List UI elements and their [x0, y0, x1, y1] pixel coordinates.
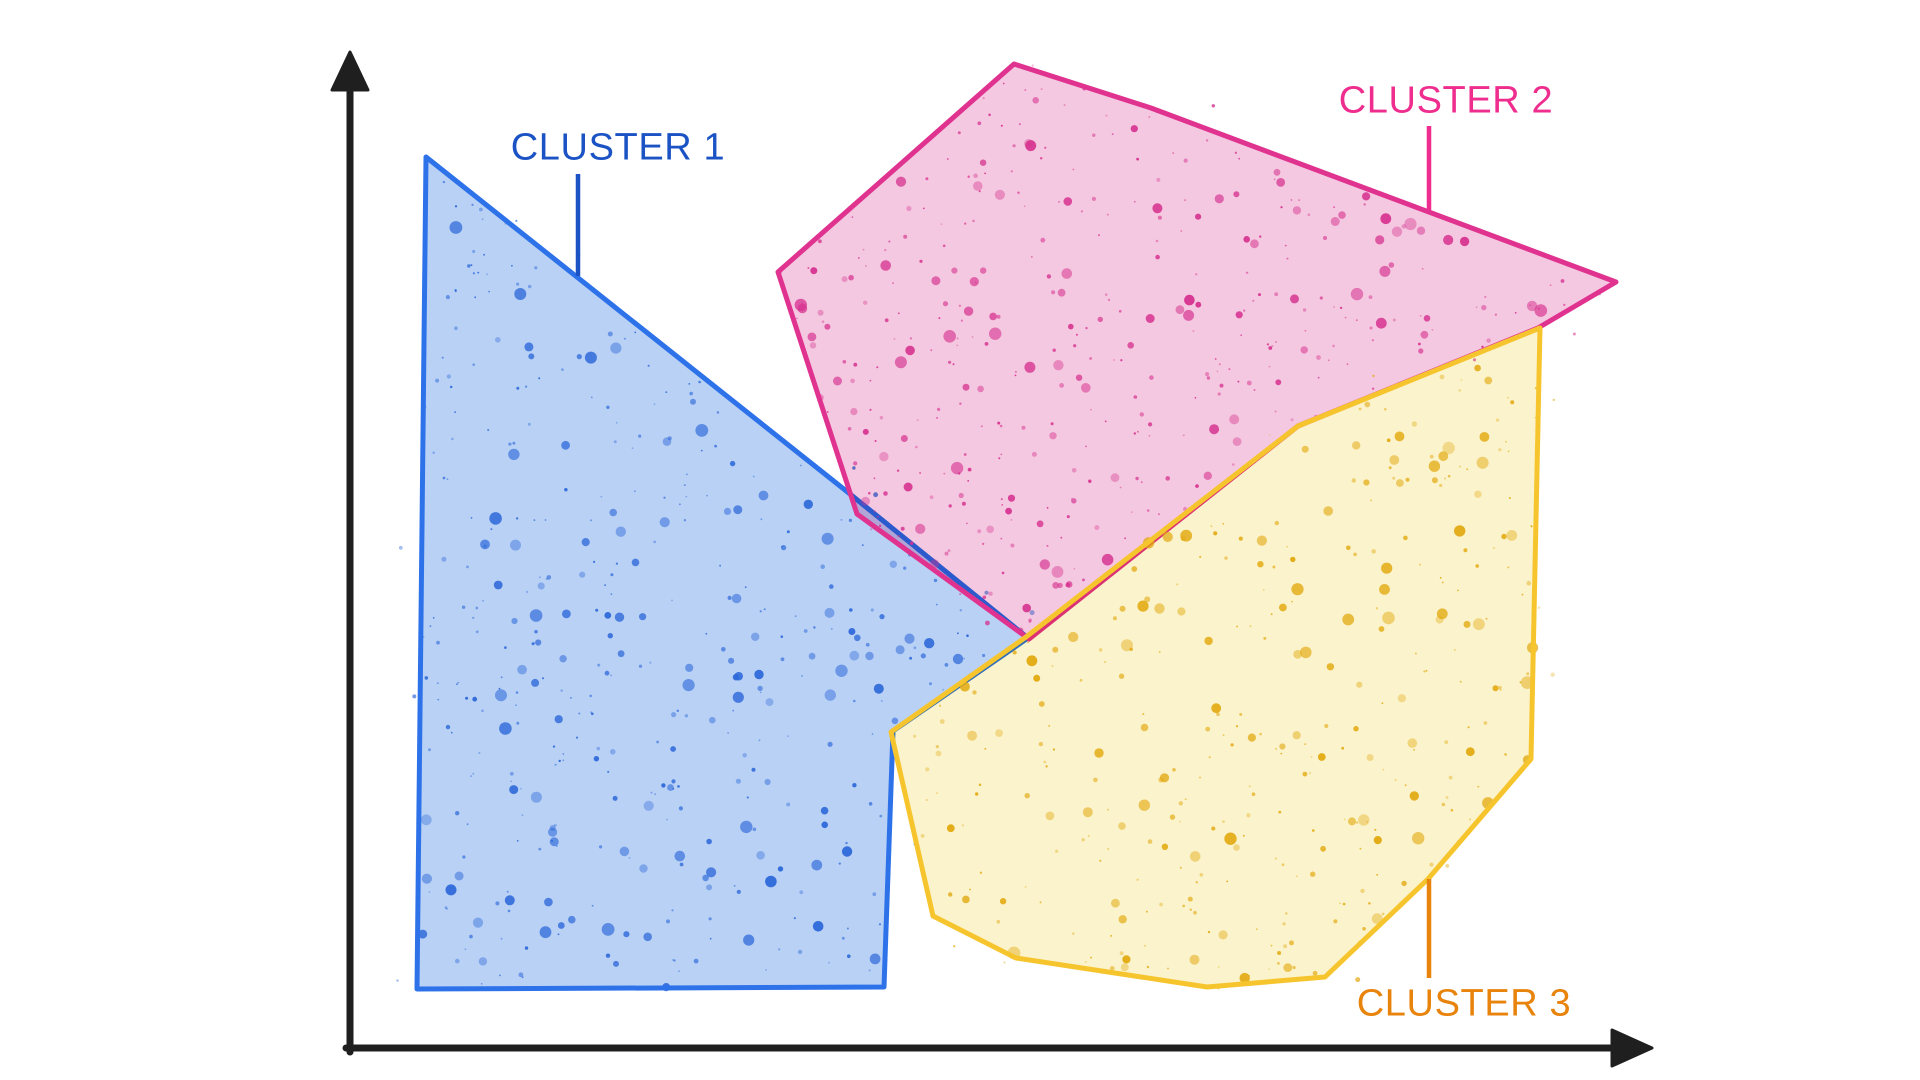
y-axis-arrowhead [330, 50, 370, 92]
cluster-1-label: CLUSTER 1 [510, 126, 726, 169]
cluster-1-region [417, 157, 1028, 989]
cluster-2-label: CLUSTER 2 [1338, 79, 1554, 122]
cluster-2-points [777, 64, 1616, 634]
cluster-2-region [778, 64, 1616, 639]
cluster-1-points [396, 180, 1035, 992]
cluster-3-region [891, 328, 1540, 987]
cluster-3-outline [888, 325, 1543, 990]
x-axis-arrowhead [1610, 1028, 1654, 1068]
cluster-3-label: CLUSTER 3 [1356, 982, 1572, 1025]
cluster-3-points [899, 364, 1556, 990]
